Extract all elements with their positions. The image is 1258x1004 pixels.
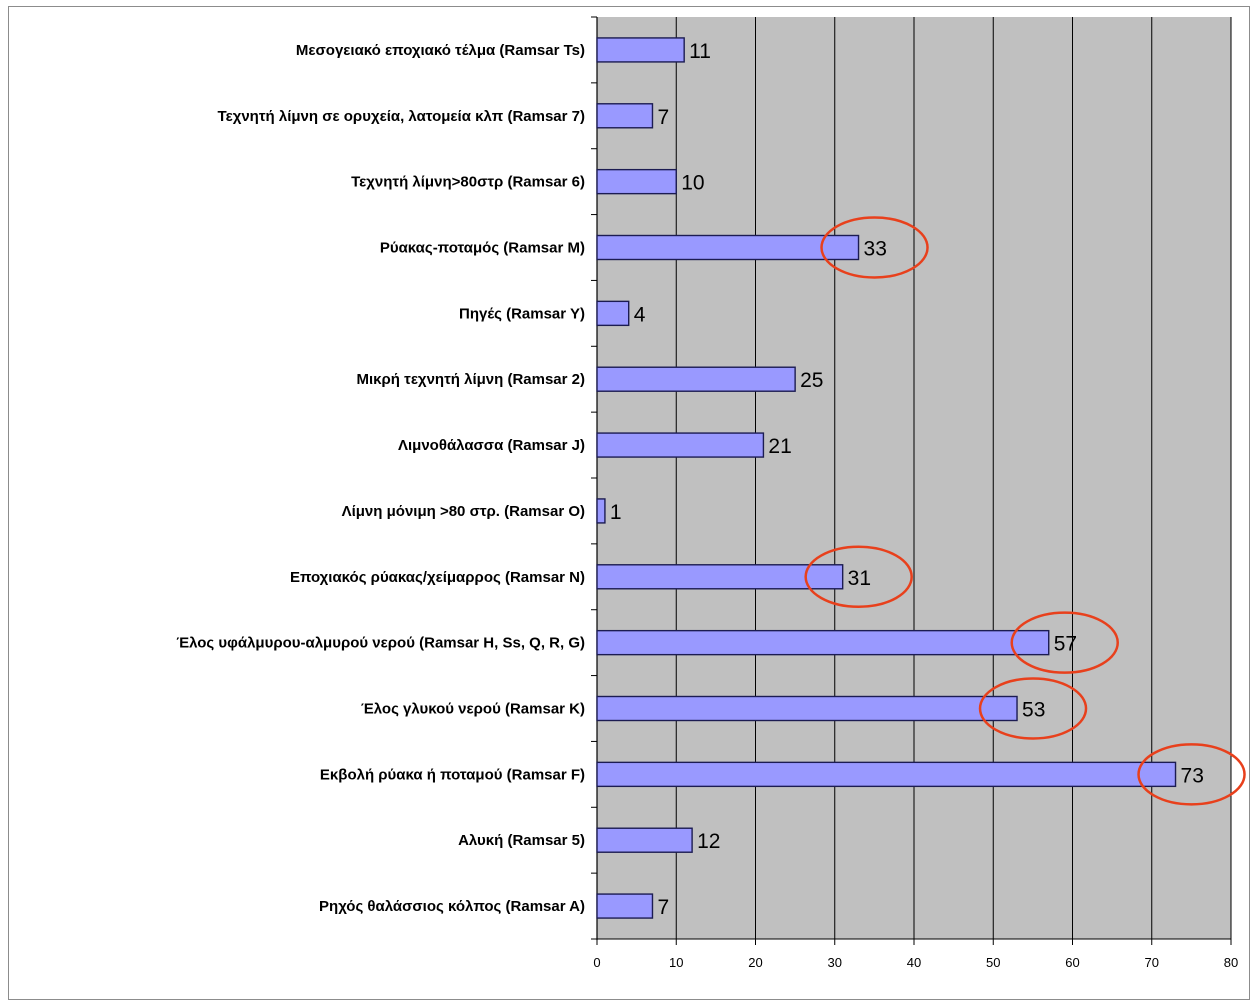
bar	[596, 432, 765, 458]
bar	[596, 366, 796, 392]
category-label: Εποχιακός ρύακας/χείμαρρος (Ramsar N)	[290, 569, 585, 586]
bar	[596, 300, 630, 327]
category-label: Έλος γλυκού νερού (Ramsar K)	[361, 701, 585, 718]
category-label: Τεχνητή λίμνη>80στρ (Ramsar 6)	[351, 174, 585, 191]
data-label: 31	[848, 567, 871, 590]
data-label: 7	[657, 106, 669, 129]
data-label: 25	[800, 369, 823, 392]
x-tick-label: 0	[593, 955, 600, 970]
x-tick-label: 70	[1145, 955, 1159, 970]
data-label: 10	[681, 172, 704, 195]
data-label: 11	[689, 40, 711, 63]
x-tick-label: 80	[1224, 955, 1238, 970]
data-label: 4	[634, 303, 646, 326]
data-label: 21	[768, 435, 791, 458]
highlight-circle	[804, 545, 913, 609]
bar	[596, 103, 654, 129]
category-label: Αλυκή (Ramsar 5)	[458, 832, 585, 849]
category-label: Ρηχός θαλάσσιος κόλπος (Ramsar A)	[319, 898, 585, 915]
data-label: 73	[1181, 764, 1204, 787]
x-tick-label: 60	[1065, 955, 1079, 970]
category-label: Λιμνοθάλασσα (Ramsar J)	[398, 437, 585, 454]
data-label: 33	[864, 238, 887, 261]
x-tick-label: 10	[669, 955, 683, 970]
bar	[596, 168, 677, 195]
highlight-circle	[1010, 611, 1119, 674]
bar	[596, 893, 654, 919]
bar	[596, 761, 1177, 788]
x-tick-label: 20	[748, 955, 762, 970]
category-label: Πηγές (Ramsar Y)	[459, 305, 585, 322]
highlight-circle	[1137, 743, 1246, 806]
bar	[596, 37, 685, 63]
category-label: Λίμνη μόνιμη >80 στρ. (Ramsar O)	[342, 503, 585, 520]
bar	[596, 827, 693, 853]
chart-container: 0 10 20 30 40 50 60 70 80 Μεσογειακό εποχιακό τέλ…	[8, 6, 1250, 1000]
bar-chart: 0 10 20 30 40 50 60 70 80 Μεσογειακό εποχιακό τέλ…	[176, 16, 1246, 970]
highlight-circle	[820, 216, 929, 279]
category-label: Ρύακας-ποταμός (Ramsar M)	[380, 240, 585, 257]
x-tick-label: 40	[907, 955, 921, 970]
bar	[596, 695, 1018, 722]
bar	[596, 234, 860, 261]
data-label: 7	[657, 896, 669, 919]
bar	[596, 629, 1050, 656]
data-label: 53	[1022, 699, 1045, 722]
data-label: 1	[610, 501, 622, 524]
highlight-circle	[978, 677, 1088, 740]
x-tick-label: 50	[986, 955, 1000, 970]
category-label: Τεχνητή λίμνη σε ορυχεία, λατομεία κλπ (…	[218, 108, 585, 125]
bar	[596, 564, 844, 590]
bar	[596, 498, 606, 524]
x-tick-label: 30	[828, 955, 842, 970]
category-label: Μικρή τεχνητή λίμνη (Ramsar 2)	[356, 371, 585, 388]
data-label: 57	[1054, 633, 1077, 656]
category-label: Εκβολή ρύακα ή ποταμού (Ramsar F)	[320, 766, 585, 783]
category-label: Έλος υφάλμυρου-αλμυρού νερού (Ramsar H, …	[176, 635, 585, 652]
category-label: Μεσογειακό εποχιακό τέλμα (Ramsar Ts)	[296, 42, 585, 59]
data-label: 12	[697, 830, 720, 853]
